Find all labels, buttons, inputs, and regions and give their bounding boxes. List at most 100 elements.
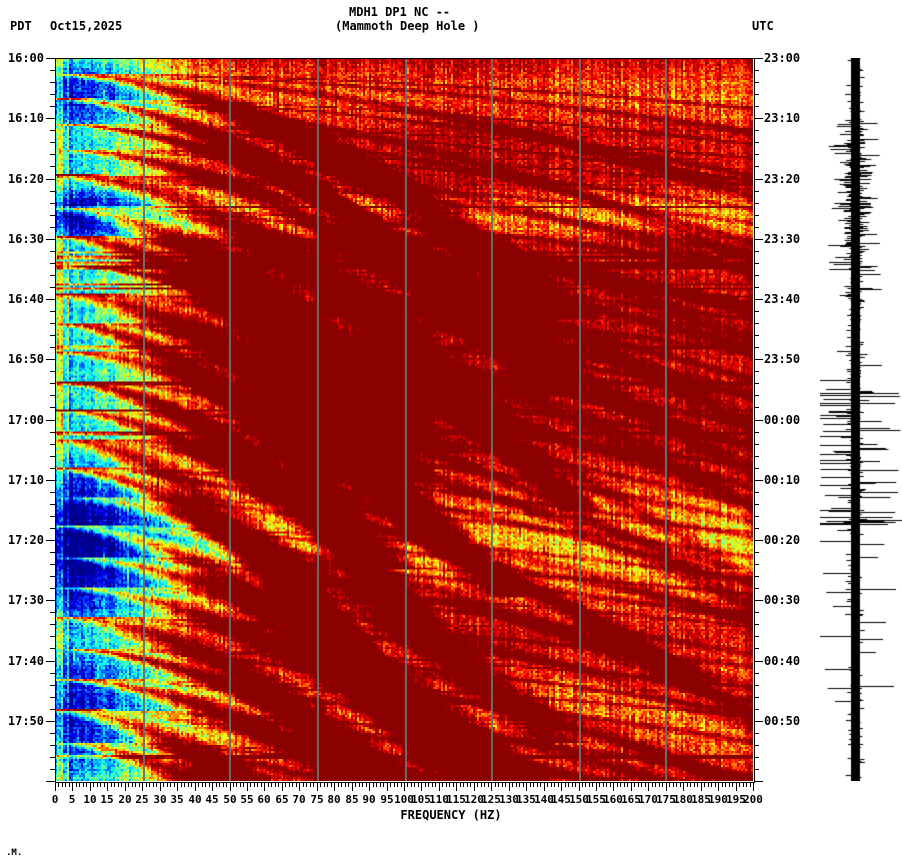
freq-tick-minor	[121, 782, 122, 787]
time-tick-minor	[754, 191, 759, 192]
time-tick-minor	[50, 383, 55, 384]
time-tick-minor	[754, 82, 759, 83]
freq-label: 165	[621, 793, 641, 806]
time-tick-minor	[754, 335, 759, 336]
freq-tick-minor	[460, 782, 461, 787]
freq-tick-minor	[743, 782, 744, 787]
freq-tick-minor	[181, 782, 182, 787]
time-tick-minor	[754, 215, 759, 216]
freq-tick-major	[509, 782, 510, 791]
freq-tick-minor	[188, 782, 189, 787]
time-tick-major	[46, 179, 55, 180]
time-tick-minor	[50, 70, 55, 71]
freq-tick-minor	[240, 782, 241, 787]
freq-tick-minor	[530, 782, 531, 787]
freq-label: 170	[638, 793, 658, 806]
freq-tick-major	[317, 782, 318, 791]
time-tick-minor	[50, 263, 55, 264]
freq-tick-minor	[533, 782, 534, 787]
time-tick-minor	[754, 323, 759, 324]
freq-label: 85	[345, 793, 359, 806]
freq-tick-minor	[558, 782, 559, 787]
time-tick-minor	[50, 468, 55, 469]
time-tick-minor	[754, 166, 759, 167]
freq-label: 60	[257, 793, 271, 806]
freq-tick-minor	[484, 782, 485, 787]
time-label-pdt: 17:50	[7, 714, 44, 728]
freq-tick-minor	[620, 782, 621, 787]
freq-tick-minor	[463, 782, 464, 787]
freq-tick-minor	[540, 782, 541, 787]
time-label-pdt: 16:00	[7, 51, 44, 65]
freq-tick-major	[55, 782, 56, 791]
corner-mark: .M.	[6, 848, 23, 858]
time-tick-minor	[50, 769, 55, 770]
time-tick-major	[754, 721, 763, 722]
freq-tick-major	[544, 782, 545, 791]
freq-label: 45	[205, 793, 219, 806]
freq-tick-minor	[467, 782, 468, 787]
time-tick-minor	[50, 227, 55, 228]
freq-tick-minor	[428, 782, 429, 787]
freq-tick-minor	[739, 782, 740, 787]
freq-tick-major	[230, 782, 231, 791]
time-tick-minor	[754, 468, 759, 469]
time-tick-minor	[50, 588, 55, 589]
freq-tick-major	[701, 782, 702, 791]
time-tick-minor	[50, 166, 55, 167]
time-tick-minor	[50, 745, 55, 746]
freq-tick-minor	[435, 782, 436, 787]
freq-tick-minor	[477, 782, 478, 787]
time-tick-minor	[50, 82, 55, 83]
freq-label: 195	[726, 793, 746, 806]
waveform-trace-panel	[820, 58, 902, 781]
time-tick-minor	[50, 733, 55, 734]
time-tick-minor	[50, 130, 55, 131]
freq-tick-minor	[289, 782, 290, 787]
freq-tick-minor	[516, 782, 517, 787]
time-label-pdt: 16:30	[7, 232, 44, 246]
time-tick-minor	[754, 745, 759, 746]
time-tick-minor	[754, 492, 759, 493]
freq-tick-minor	[498, 782, 499, 787]
freq-tick-minor	[306, 782, 307, 787]
freq-tick-minor	[669, 782, 670, 787]
time-label-utc: 00:30	[764, 593, 801, 607]
time-tick-minor	[754, 588, 759, 589]
freq-tick-minor	[662, 782, 663, 787]
freq-tick-major	[352, 782, 353, 791]
freq-tick-minor	[271, 782, 272, 787]
freq-tick-major	[212, 782, 213, 791]
time-tick-major	[754, 540, 763, 541]
freq-tick-minor	[537, 782, 538, 787]
time-tick-minor	[754, 142, 759, 143]
freq-tick-minor	[362, 782, 363, 787]
time-tick-minor	[754, 456, 759, 457]
freq-tick-major	[579, 782, 580, 791]
header-timezone-left: PDT	[10, 19, 32, 33]
freq-tick-minor	[69, 782, 70, 787]
time-tick-minor	[50, 624, 55, 625]
freq-tick-minor	[502, 782, 503, 787]
time-tick-minor	[50, 564, 55, 565]
time-tick-minor	[754, 94, 759, 95]
time-label-pdt: 17:00	[7, 413, 44, 427]
freq-tick-minor	[624, 782, 625, 787]
freq-tick-major	[561, 782, 562, 791]
time-tick-major	[46, 299, 55, 300]
time-tick-minor	[754, 106, 759, 107]
freq-tick-major	[72, 782, 73, 791]
freq-tick-major	[596, 782, 597, 791]
freq-label: 200	[743, 793, 763, 806]
freq-tick-minor	[488, 782, 489, 787]
freq-tick-minor	[219, 782, 220, 787]
time-tick-minor	[754, 395, 759, 396]
time-label-pdt: 16:20	[7, 172, 44, 186]
freq-label: 0	[51, 793, 59, 806]
freq-tick-major	[369, 782, 370, 791]
time-tick-minor	[50, 576, 55, 577]
freq-tick-minor	[341, 782, 342, 787]
time-label-pdt: 17:10	[7, 473, 44, 487]
time-tick-minor	[50, 251, 55, 252]
freq-tick-minor	[697, 782, 698, 787]
